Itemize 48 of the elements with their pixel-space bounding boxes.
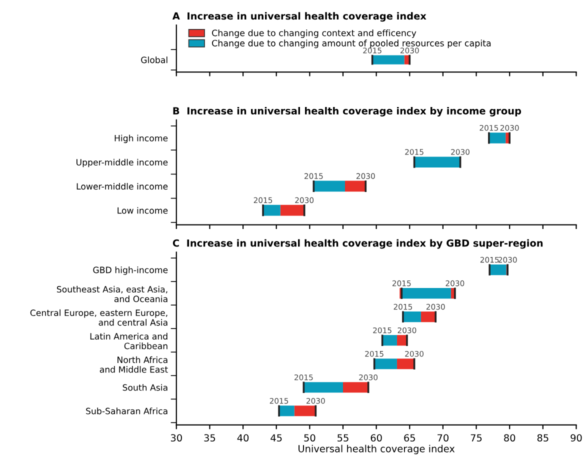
x-tick-label: 50 [304,434,316,442]
chart-title: A Increase in universal health coverage index [172,12,426,22]
bar [345,180,366,192]
x-tick-label: 90 [570,434,582,442]
x-tick-label: 65 [404,434,415,442]
y-tick-label: GBD high-income [93,266,168,275]
bar [279,406,294,416]
x-axis-title: Universal health coverage index [298,444,455,454]
x-tick-label: 45 [270,434,282,442]
y-tick-label: Lower-middle income [76,182,168,190]
bar [420,312,436,322]
x-tick-label: 80 [504,434,516,442]
bar [280,204,304,216]
chart-title: B Increase in universal health coverage index by income group [173,106,522,116]
legend-label: Change due to changing context and efficency [212,29,416,38]
x-tick-label: 85 [537,434,548,442]
y-tick-label: Sub-Saharan Africa [86,408,168,414]
bar [304,382,343,393]
bar [396,358,414,370]
bar [343,382,368,393]
y-tick-label: Southeast Asia, east Asia, and Oceania [56,286,168,302]
bar [402,288,451,299]
x-tick-label: 60 [370,434,382,442]
y-tick-label: Upper-middle income [76,158,168,168]
y-tick-label: Central Europe, eastern Europe, and central Asia [30,309,168,326]
x-tick-label: 30 [170,434,182,442]
chart-title: C Increase in universal health coverage index by GBD super-region [172,239,543,249]
x-tick-label: 40 [237,434,249,442]
y-tick-label: High income [114,134,168,144]
y-tick-label: Low income [118,207,168,214]
bar [263,204,280,216]
y-tick-label: South Asia [122,384,168,391]
x-tick-label: 55 [338,434,348,442]
x-tick-label: 70 [438,434,448,442]
bar [294,406,316,416]
bar [314,180,345,192]
y-tick-label: North Africa and Middle East [100,356,168,373]
x-tick-label: 35 [204,434,216,442]
y-tick-label: Global [141,56,168,64]
y-tick-label: Latin America and Caribbean [90,332,168,350]
bar [402,312,421,322]
bar [382,335,397,346]
bar [490,264,506,276]
x-tick-label: 75 [470,434,482,442]
legend-label: Change due to changing amount of pooled resources per capita [212,40,491,48]
bar [374,358,397,370]
bar [414,156,460,168]
bar [488,132,506,144]
